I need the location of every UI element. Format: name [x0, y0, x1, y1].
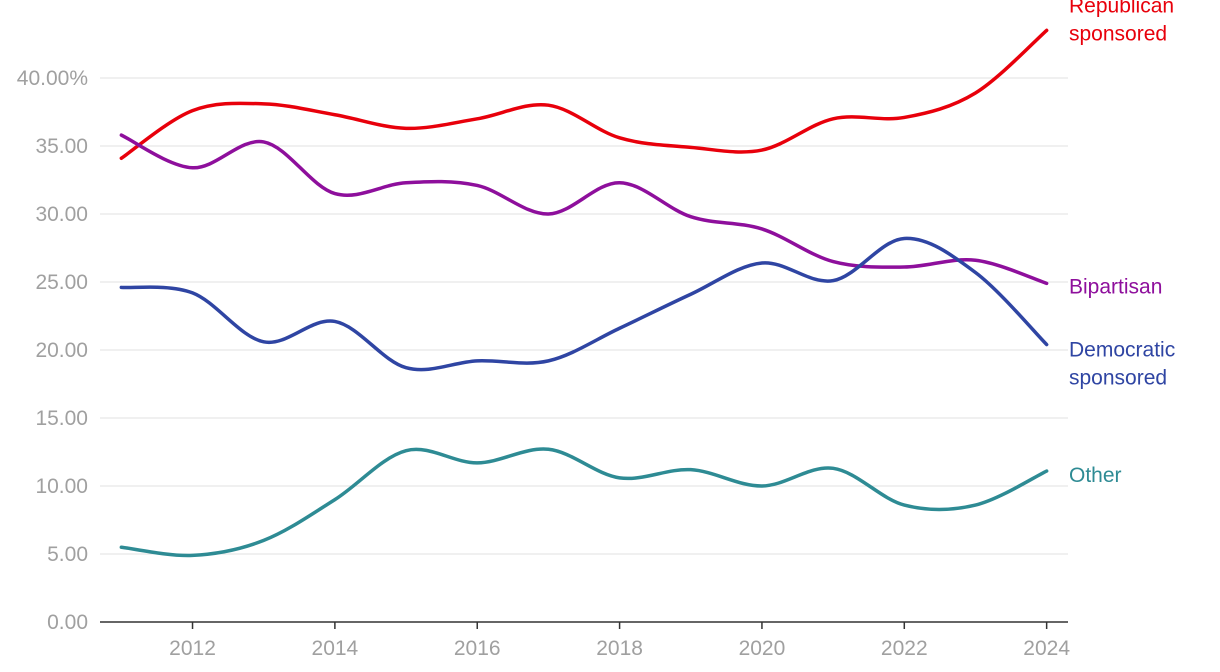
x-tick-label: 2022: [881, 637, 928, 660]
label-layer: Republican sponsored Bipartisan Democratic s…: [1069, 0, 1175, 487]
x-tick-label: 2012: [169, 637, 216, 660]
y-tick-label: 15.00: [35, 407, 88, 430]
series-line-democratic: [119, 236, 1049, 372]
series-layer: [119, 28, 1049, 558]
series-label-democratic: Democratic sponsored: [1069, 339, 1175, 390]
series-label-line: sponsored: [1069, 367, 1167, 390]
axis-layer: 0.00 5.00 10.00 15.00 20.00 25.00 30.00 35.00 40…: [17, 67, 1071, 660]
y-tick-label: 35.00: [35, 135, 88, 158]
x-tick-label: 2024: [1023, 637, 1070, 660]
series-line-other: [119, 447, 1049, 558]
y-tick-label: 40.00%: [17, 67, 88, 90]
series-label-bipartisan: Bipartisan: [1069, 275, 1162, 298]
y-tick-label: 20.00: [35, 339, 88, 362]
y-tick-label: 5.00: [47, 543, 88, 566]
y-tick-label: 10.00: [35, 475, 88, 498]
y-tick-label: 0.00: [47, 611, 88, 634]
x-tick-label: 2018: [596, 637, 643, 660]
series-label-republican: Republican sponsored: [1069, 0, 1174, 45]
y-tick-label: 25.00: [35, 271, 88, 294]
series-label-line: Bipartisan: [1069, 275, 1162, 298]
grid-layer: [100, 77, 1068, 555]
series-line-republican: [119, 28, 1049, 160]
y-tick-label: 30.00: [35, 203, 88, 226]
x-tick-label: 2016: [454, 637, 501, 660]
x-tick-label: 2014: [312, 637, 359, 660]
series-line-bipartisan: [119, 133, 1049, 286]
series-label-other: Other: [1069, 464, 1122, 487]
series-label-line: Republican: [1069, 0, 1174, 17]
series-label-line: Other: [1069, 464, 1122, 487]
series-label-line: Democratic: [1069, 339, 1175, 362]
series-label-line: sponsored: [1069, 22, 1167, 45]
x-tick-label: 2020: [739, 637, 786, 660]
